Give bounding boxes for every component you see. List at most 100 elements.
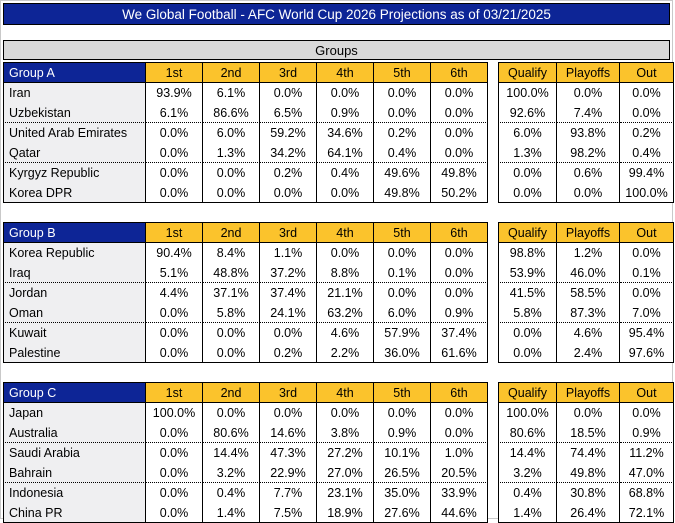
- position-prob-cell: 1.3%: [203, 143, 260, 163]
- position-prob-cell: 18.9%: [317, 503, 374, 523]
- position-prob-cell: 57.9%: [374, 323, 431, 343]
- outcome-prob-cell: 0.0%: [620, 243, 674, 263]
- table-gap: [488, 183, 498, 203]
- position-prob-cell: 37.1%: [203, 283, 260, 303]
- position-prob-cell: 1.1%: [260, 243, 317, 263]
- position-prob-cell: 4.6%: [317, 323, 374, 343]
- outcome-prob-cell: 2.4%: [557, 343, 620, 363]
- position-prob-cell: 0.0%: [146, 303, 203, 323]
- outcome-prob-cell: 99.4%: [620, 163, 674, 183]
- table-gap: [488, 263, 498, 283]
- outcome-prob-cell: 30.8%: [557, 483, 620, 503]
- position-prob-cell: 0.9%: [431, 303, 488, 323]
- outcome-prob-cell: 46.0%: [557, 263, 620, 283]
- group-table: Group A 1st 2nd 3rd 4th 5th 6th Qualify Playoffs…: [3, 62, 674, 203]
- position-prob-cell: 49.8%: [431, 163, 488, 183]
- position-prob-cell: 3.8%: [317, 423, 374, 443]
- position-prob-cell: 0.0%: [260, 83, 317, 103]
- position-header: 3rd: [260, 222, 317, 243]
- position-header: 1st: [146, 382, 203, 403]
- outcome-prob-cell: 7.0%: [620, 303, 674, 323]
- position-prob-cell: 0.0%: [431, 403, 488, 423]
- position-prob-cell: 0.0%: [374, 283, 431, 303]
- position-prob-cell: 90.4%: [146, 243, 203, 263]
- outcome-prob-cell: 93.8%: [557, 123, 620, 143]
- outcome-prob-cell: 58.5%: [557, 283, 620, 303]
- outcome-prob-cell: 53.9%: [498, 263, 557, 283]
- position-prob-cell: 0.0%: [431, 243, 488, 263]
- position-prob-cell: 0.0%: [146, 343, 203, 363]
- position-prob-cell: 50.2%: [431, 183, 488, 203]
- position-prob-cell: 5.1%: [146, 263, 203, 283]
- position-prob-cell: 2.2%: [317, 343, 374, 363]
- position-prob-cell: 0.0%: [203, 403, 260, 423]
- team-name-cell: Oman: [3, 303, 146, 323]
- position-prob-cell: 34.2%: [260, 143, 317, 163]
- team-name-cell: Japan: [3, 403, 146, 423]
- outcome-header: Qualify: [498, 62, 557, 83]
- table-gap: [488, 423, 498, 443]
- table-gap: [488, 503, 498, 523]
- position-prob-cell: 0.0%: [317, 83, 374, 103]
- position-prob-cell: 0.0%: [203, 183, 260, 203]
- team-name-cell: Korea Republic: [3, 243, 146, 263]
- position-header: 6th: [431, 382, 488, 403]
- outcome-prob-cell: 100.0%: [498, 403, 557, 423]
- outcome-prob-cell: 49.8%: [557, 463, 620, 483]
- title-bar: We Global Football - AFC World Cup 2026 …: [3, 3, 670, 25]
- outcome-prob-cell: 0.0%: [620, 403, 674, 423]
- position-header: 3rd: [260, 382, 317, 403]
- position-header: 4th: [317, 382, 374, 403]
- group-name-header: Group A: [3, 62, 146, 83]
- position-prob-cell: 8.8%: [317, 263, 374, 283]
- team-name-cell: Kuwait: [3, 323, 146, 343]
- position-prob-cell: 0.0%: [146, 423, 203, 443]
- position-prob-cell: 0.2%: [374, 123, 431, 143]
- outcome-prob-cell: 47.0%: [620, 463, 674, 483]
- position-prob-cell: 0.1%: [374, 263, 431, 283]
- outcome-prob-cell: 26.4%: [557, 503, 620, 523]
- page-title: We Global Football - AFC World Cup 2026 …: [122, 6, 551, 22]
- position-prob-cell: 100.0%: [146, 403, 203, 423]
- position-prob-cell: 0.0%: [146, 323, 203, 343]
- position-header: 6th: [431, 62, 488, 83]
- position-prob-cell: 0.0%: [317, 403, 374, 423]
- position-prob-cell: 8.4%: [203, 243, 260, 263]
- team-name-cell: Saudi Arabia: [3, 443, 146, 463]
- table-gap: [488, 343, 498, 363]
- position-prob-cell: 0.0%: [146, 143, 203, 163]
- position-prob-cell: 6.0%: [374, 303, 431, 323]
- position-prob-cell: 0.9%: [317, 103, 374, 123]
- position-prob-cell: 14.4%: [203, 443, 260, 463]
- position-prob-cell: 34.6%: [317, 123, 374, 143]
- position-prob-cell: 6.1%: [203, 83, 260, 103]
- position-prob-cell: 21.1%: [317, 283, 374, 303]
- position-prob-cell: 1.0%: [431, 443, 488, 463]
- team-name-cell: Iraq: [3, 263, 146, 283]
- outcome-header: Out: [620, 62, 674, 83]
- team-name-cell: Uzbekistan: [3, 103, 146, 123]
- position-header: 2nd: [203, 62, 260, 83]
- outcome-prob-cell: 0.6%: [557, 163, 620, 183]
- table-gap: [488, 283, 498, 303]
- position-prob-cell: 0.0%: [374, 403, 431, 423]
- position-prob-cell: 0.0%: [146, 123, 203, 143]
- outcome-header: Qualify: [498, 222, 557, 243]
- position-prob-cell: 0.0%: [317, 243, 374, 263]
- team-name-cell: United Arab Emirates: [3, 123, 146, 143]
- outcome-prob-cell: 0.4%: [620, 143, 674, 163]
- outcome-prob-cell: 0.0%: [498, 163, 557, 183]
- position-header: 5th: [374, 382, 431, 403]
- position-prob-cell: 0.0%: [146, 483, 203, 503]
- position-header: 2nd: [203, 222, 260, 243]
- outcome-prob-cell: 0.9%: [620, 423, 674, 443]
- outcome-prob-cell: 7.4%: [557, 103, 620, 123]
- groups-container: Group A 1st 2nd 3rd 4th 5th 6th Qualify Playoffs…: [3, 62, 674, 523]
- outcome-prob-cell: 100.0%: [620, 183, 674, 203]
- team-name-cell: Iran: [3, 83, 146, 103]
- position-header: 1st: [146, 222, 203, 243]
- position-prob-cell: 0.0%: [431, 103, 488, 123]
- position-prob-cell: 0.9%: [374, 423, 431, 443]
- team-name-cell: Qatar: [3, 143, 146, 163]
